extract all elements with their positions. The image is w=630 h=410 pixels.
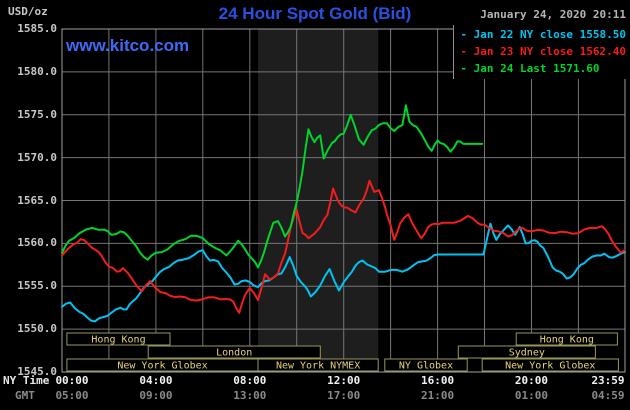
x-tick-label-gmt: 01:00 (514, 389, 549, 402)
y-tick-label: 1560.0 (17, 236, 57, 250)
legend-label-jan22: Jan 22 NY close 1558.50 (473, 28, 626, 41)
session-label: Hong Kong (540, 335, 594, 346)
chart-legend: - Jan 22 NY close 1558.50 - Jan 23 NY cl… (453, 25, 628, 79)
legend-dash-jan24: - (460, 62, 468, 75)
legend-item-jan23: - Jan 23 NY close 1562.40 (460, 43, 626, 60)
x-tick-label-gmt: 04:59 (591, 389, 625, 402)
session-box (384, 358, 468, 372)
x-tick-label-ny: 12:00 (327, 374, 361, 387)
y-tick-label: 1565.0 (17, 193, 57, 207)
session-label: London (216, 348, 252, 359)
y-tick-label: 1545.0 (17, 365, 57, 378)
legend-label-jan24: Jan 24 Last 1571.60 (473, 62, 600, 75)
session-box (457, 345, 596, 359)
legend-item-jan24: - Jan 24 Last 1571.60 (460, 60, 626, 77)
legend-label-jan23: Jan 23 NY close 1562.40 (473, 45, 626, 58)
ny-time-axis-label: NY Time (3, 374, 50, 387)
legend-dash-jan22: - (460, 28, 468, 41)
y-axis-units-label: USD/oz (8, 5, 48, 18)
session-label: New York Globex (505, 361, 595, 372)
chart-timestamp: January 24, 2020 20:11 (480, 8, 626, 21)
jan23-price-line (61, 179, 626, 314)
kitco-watermark-link[interactable]: www.kitco.com (66, 36, 190, 55)
y-tick-label: 1575.0 (17, 107, 57, 121)
y-tick-label: 1580.0 (17, 64, 57, 78)
x-tick-label-gmt: 05:00 (55, 389, 89, 402)
x-tick-label-gmt: 13:00 (233, 389, 267, 402)
y-tick-label: 1555.0 (17, 279, 57, 293)
session-box (147, 345, 321, 359)
y-tick-label: 1550.0 (17, 322, 57, 336)
plot-border (61, 28, 626, 373)
gmt-axis-label: GMT (15, 389, 35, 402)
y-tick-label: 1585.0 (17, 22, 57, 35)
x-tick-label-gmt: 09:00 (139, 389, 173, 402)
session-box (515, 332, 618, 346)
x-tick-label-ny: 00:00 (55, 374, 89, 387)
y-tick-label: 1570.0 (17, 150, 57, 164)
x-tick-label-gmt: 17:00 (327, 389, 361, 402)
legend-item-jan22: - Jan 22 NY close 1558.50 (460, 26, 626, 43)
x-tick-label-ny: 23:59 (591, 374, 625, 387)
session-label: Hong Kong (91, 335, 145, 346)
legend-dash-jan23: - (460, 45, 468, 58)
session-box (257, 358, 379, 372)
x-tick-label-ny: 08:00 (233, 374, 267, 387)
session-box (66, 332, 171, 346)
session-label: New York NYMEX (276, 361, 360, 372)
x-tick-label-ny: 16:00 (421, 374, 455, 387)
x-tick-label-gmt: 21:00 (421, 389, 455, 402)
x-tick-label-ny: 04:00 (139, 374, 173, 387)
session-label: NY Globex (399, 361, 453, 372)
session-label: New York Globex (117, 361, 207, 372)
x-tick-label-ny: 20:00 (514, 374, 549, 387)
jan24-price-line (61, 104, 484, 269)
session-box (481, 358, 619, 372)
page-title: 24 Hour Spot Gold (Bid) (218, 4, 412, 23)
session-label: Sydney (509, 348, 545, 359)
